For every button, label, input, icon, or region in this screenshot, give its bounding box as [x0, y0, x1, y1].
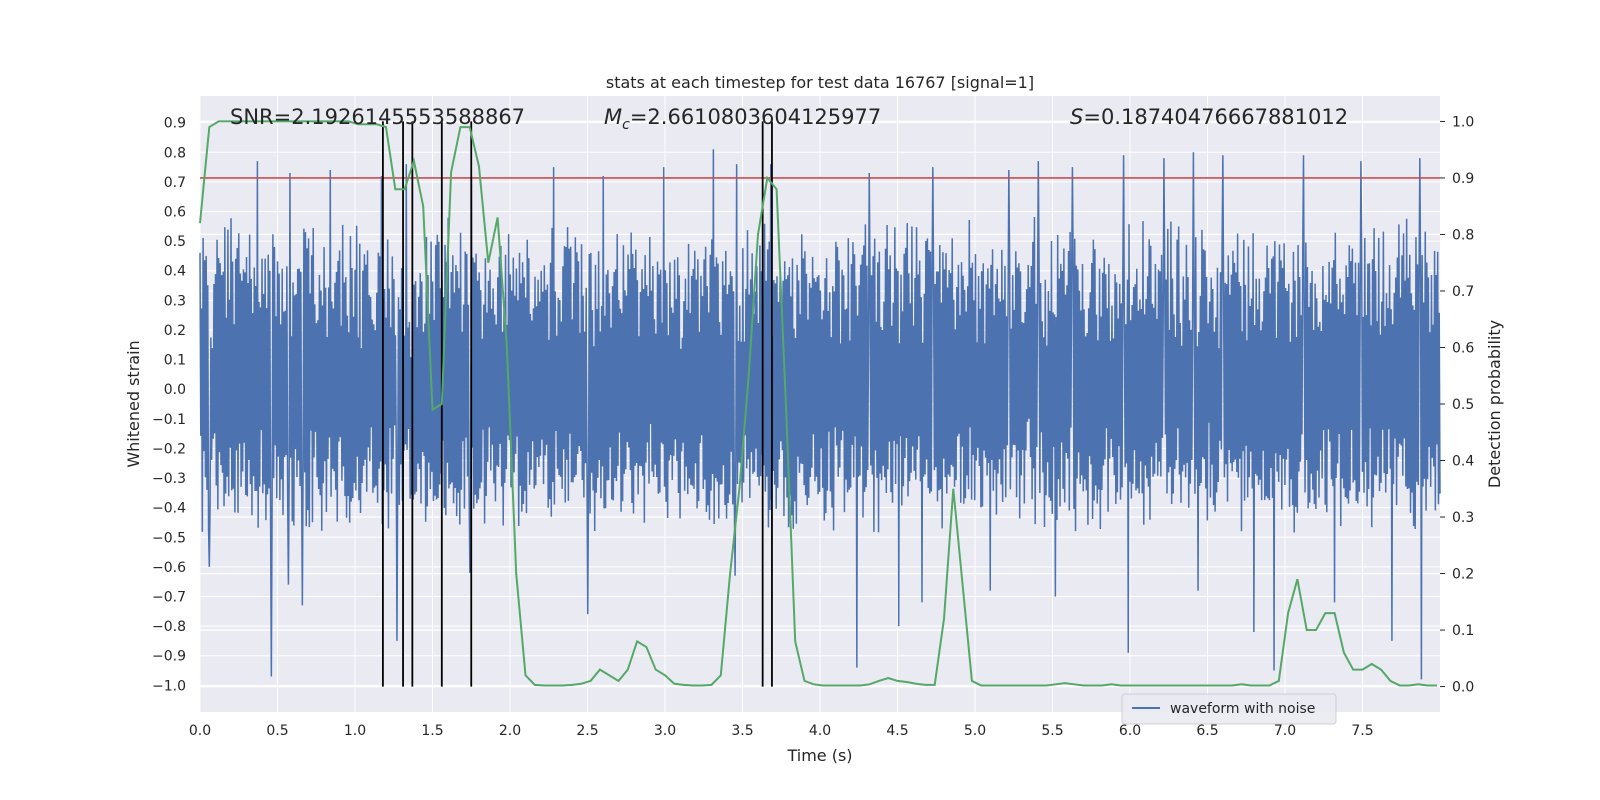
y-right-tick-label: 0.5: [1452, 397, 1474, 413]
y-left-tick-label: −0.3: [152, 471, 186, 487]
x-tick-label: 4.5: [886, 723, 908, 739]
x-tick-label: 2.0: [499, 723, 521, 739]
x-tick-label: 1.5: [421, 723, 443, 739]
x-tick-labels: 0.0 0.5 1.0 1.5 2.0 2.5 3.0 3.5 4.0 4.5 5.0 5.5 6.0 6…: [189, 723, 1374, 739]
waveform-line: [199, 149, 1441, 680]
x-tick-label: 5.5: [1041, 723, 1063, 739]
y-left-tick-label: 0.2: [164, 323, 186, 339]
y-left-tick-label: −0.1: [152, 412, 186, 428]
y-left-tick-label: 0.5: [164, 234, 186, 250]
y-right-tick-label: 0.2: [1452, 567, 1474, 583]
y-right-tick-label: 0.1: [1452, 623, 1474, 639]
y-right-axis-label: Detection probability: [1485, 320, 1504, 488]
mc-subscript: c: [622, 117, 630, 133]
y-left-tick-label: 0.1: [164, 353, 186, 369]
y-left-tick-label: −0.6: [152, 560, 186, 576]
y-right-tick-label: 0.9: [1452, 171, 1474, 187]
x-tick-label: 0.0: [189, 723, 211, 739]
s-value: =0.18740476667881012: [1083, 105, 1348, 129]
x-tick-label: 7.5: [1351, 723, 1373, 739]
legend-label: waveform with noise: [1170, 701, 1315, 717]
probability-series: [199, 120, 1437, 687]
x-tick-label: 0.5: [266, 723, 288, 739]
y-left-tick-label: 0.9: [164, 116, 186, 132]
y-left-tick-label: 0.3: [164, 293, 186, 309]
x-axis-label: Time (s): [786, 746, 852, 765]
x-tick-label: 2.5: [576, 723, 598, 739]
y-right-tick-labels: 0.0 0.1 0.2 0.3 0.4 0.5 0.6 0.7 0.8 0.9 1.0: [1440, 114, 1474, 696]
y-left-tick-label: −0.8: [152, 619, 186, 635]
y-left-tick-labels: −1.0 −0.9 −0.8 −0.7 −0.6 −0.5 −0.4 −0.3 −0.2 −0.1…: [152, 116, 186, 695]
mc-annotation: Mc=2.6610803604125977: [604, 105, 881, 133]
snr-annotation: SNR=2.1926145553588867: [230, 105, 525, 129]
x-tick-label: 3.0: [654, 723, 676, 739]
x-tick-label: 4.0: [809, 723, 831, 739]
y-right-tick-label: 0.7: [1452, 284, 1474, 300]
mc-value: =2.6610803604125977: [630, 105, 881, 129]
s-annotation: S=0.18740476667881012: [1070, 105, 1348, 129]
x-tick-label: 1.0: [344, 723, 366, 739]
y-right-tick-label: 0.3: [1452, 510, 1474, 526]
x-tick-label: 7.0: [1274, 723, 1296, 739]
y-left-tick-label: 0.0: [164, 382, 186, 398]
y-left-tick-label: −0.4: [152, 501, 186, 517]
probability-line: [199, 120, 1437, 687]
x-tick-label: 3.5: [731, 723, 753, 739]
y-left-tick-label: −0.2: [152, 441, 186, 457]
y-left-tick-label: 0.4: [164, 264, 186, 280]
x-tick-label: 6.0: [1119, 723, 1141, 739]
y-right-tick-label: 1.0: [1452, 114, 1474, 130]
s-symbol: S: [1070, 105, 1083, 129]
y-left-tick-label: −1.0: [152, 678, 186, 694]
y-right-tick-label: 0.4: [1452, 454, 1474, 470]
y-left-tick-label: 0.8: [164, 145, 186, 161]
y-left-tick-label: −0.9: [152, 649, 186, 665]
y-left-tick-label: 0.6: [164, 205, 186, 221]
legend-box: [1121, 693, 1337, 725]
y-right-tick-label: 0.8: [1452, 227, 1474, 243]
y-left-axis-label: Whitened strain: [124, 340, 143, 467]
x-tick-label: 5.0: [964, 723, 986, 739]
y-right-tick-label: 0.0: [1452, 680, 1474, 696]
legend: waveform with noise: [1121, 693, 1337, 725]
y-left-tick-label: −0.7: [152, 590, 186, 606]
waveform-series: [199, 149, 1441, 680]
mc-symbol: M: [604, 105, 622, 129]
chart-title: stats at each timestep for test data 167…: [606, 73, 1034, 92]
y-right-tick-label: 0.6: [1452, 340, 1474, 356]
y-left-tick-label: −0.5: [152, 530, 186, 546]
y-left-tick-label: 0.7: [164, 175, 186, 191]
x-tick-label: 6.5: [1196, 723, 1218, 739]
